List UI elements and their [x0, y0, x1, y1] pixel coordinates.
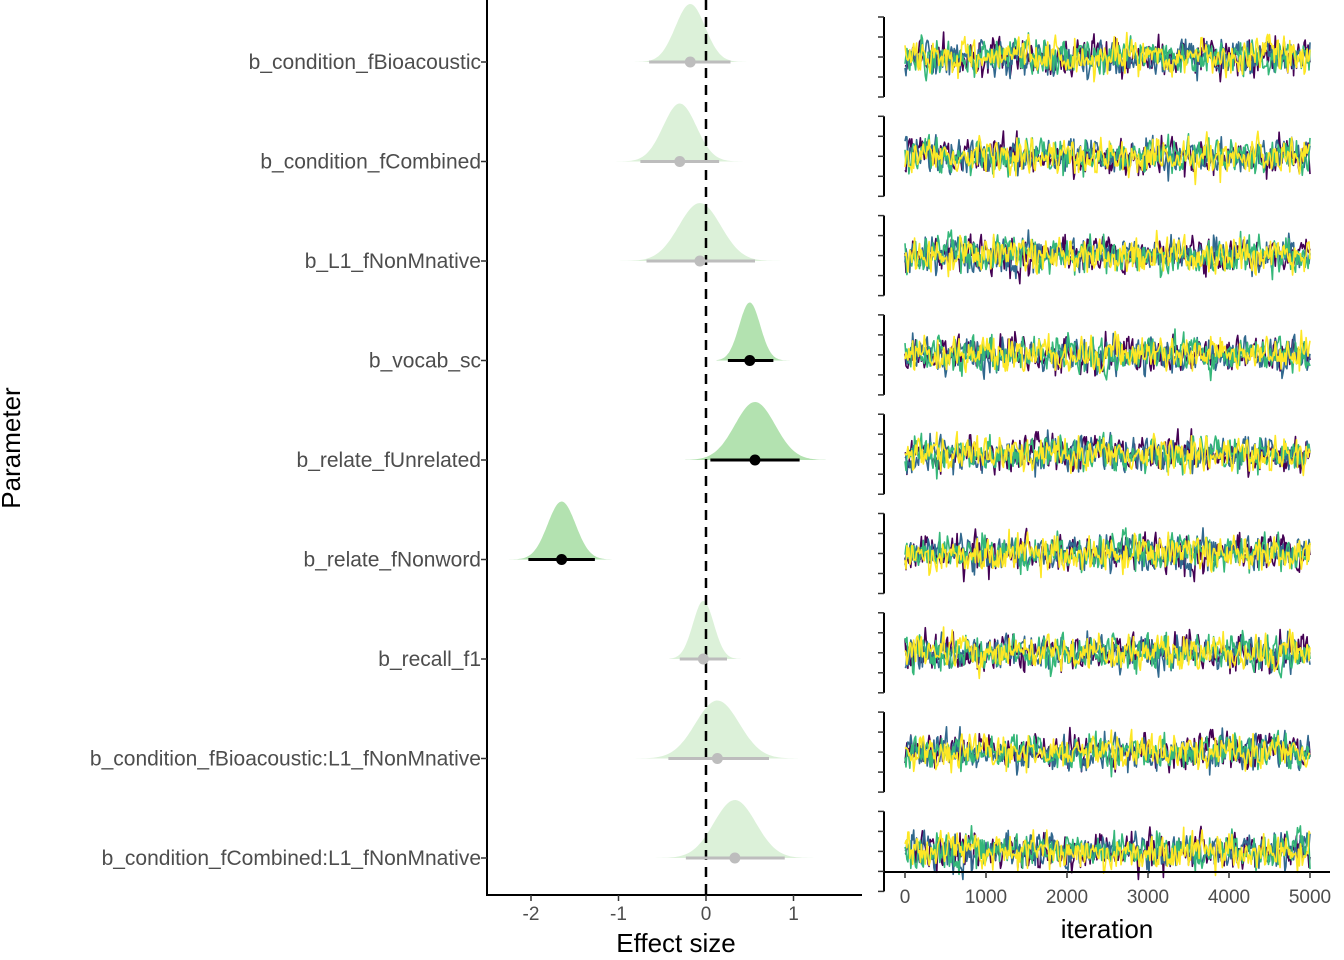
y-axis-title-parameter: Parameter	[0, 387, 26, 509]
trace-chain-4	[904, 826, 1311, 877]
trace-chain-4	[904, 229, 1311, 278]
point-b_L1_fNonMnative	[694, 255, 706, 267]
parameter-label: b_L1_fNonMnative	[305, 250, 481, 273]
density-b_relate_fNonword	[507, 501, 612, 560]
trace-chain-4	[904, 430, 1311, 477]
density-b_L1_fNonMnative	[611, 203, 787, 261]
density-b_condition_fCombined:L1_fNonMnative	[649, 800, 831, 858]
x-tick-label: 0	[701, 904, 712, 925]
x-tick-label: 4000	[1208, 887, 1250, 908]
density-b_condition_fCombined	[608, 103, 748, 162]
point-b_relate_fNonword	[556, 554, 568, 565]
parameter-label: b_vocab_sc	[369, 350, 481, 373]
posterior-densities	[507, 4, 831, 858]
trace-chain-4	[904, 728, 1311, 774]
parameter-label: b_condition_fBioacoustic:L1_fNonMnative	[90, 748, 481, 771]
point-b_vocab_sc	[744, 355, 756, 366]
point-b_condition_fCombined	[674, 156, 686, 167]
point-b_recall_f1	[697, 653, 709, 665]
x-tick-label: 2000	[1046, 887, 1088, 908]
right-x-ticks: 0 1000 2000 3000 4000 5000	[900, 872, 1331, 908]
x-axis-title-iteration: iteration	[1061, 914, 1154, 944]
parameter-label: b_condition_fCombined:L1_fNonMnative	[102, 847, 481, 870]
point-b_condition_fBioacoustic	[684, 56, 696, 68]
x-tick-label: 1000	[965, 887, 1007, 908]
trace-chain-3	[904, 328, 1311, 382]
trace-chain-4	[904, 528, 1311, 579]
trace-chain-4	[904, 329, 1311, 375]
trace-chain-4	[904, 31, 1311, 83]
x-tick-label: -2	[523, 904, 540, 925]
parameter-labels: b_condition_fBioacoustic b_condition_fCom…	[90, 51, 487, 870]
x-tick-label: -1	[610, 904, 627, 925]
credible-intervals	[528, 56, 800, 864]
x-tick-label: 0	[900, 887, 911, 908]
trace-plot-panel: 0 1000 2000 3000 4000 5000 iteration	[878, 16, 1331, 944]
density-b_condition_fBioacoustic:L1_fNonMnative	[635, 700, 798, 759]
trace-chain-4	[904, 130, 1311, 186]
x-tick-label: 3000	[1127, 887, 1169, 908]
point-b_condition_fCombined:L1_fNonMnative	[729, 852, 741, 864]
point-b_relate_fUnrelated	[749, 454, 761, 466]
trace-lines	[904, 31, 1311, 881]
x-tick-label: 1	[788, 904, 799, 925]
density-b_relate_fUnrelated	[685, 402, 826, 460]
parameter-label: b_recall_f1	[378, 648, 481, 671]
left-x-ticks: -2 -1 0 1	[523, 895, 799, 925]
trace-chain-2	[904, 38, 1311, 82]
parameter-label: b_relate_fUnrelated	[297, 449, 481, 472]
density-b_vocab_sc	[716, 302, 790, 361]
parameter-label: b_condition_fCombined	[260, 151, 481, 174]
point-b_condition_fBioacoustic:L1_fNonMnative	[711, 753, 723, 764]
parameter-label: b_relate_fNonword	[304, 549, 481, 572]
parameter-label: b_condition_fBioacoustic	[249, 51, 481, 74]
trace-chain-2	[904, 829, 1311, 881]
facet-y-axes	[878, 16, 885, 893]
interval-plot-panel: b_condition_fBioacoustic b_condition_fCom…	[0, 0, 862, 958]
trace-chain-4	[904, 626, 1311, 680]
x-axis-title-effect-size: Effect size	[616, 928, 735, 958]
x-tick-label: 5000	[1289, 887, 1331, 908]
density-b_condition_fBioacoustic	[625, 4, 755, 62]
